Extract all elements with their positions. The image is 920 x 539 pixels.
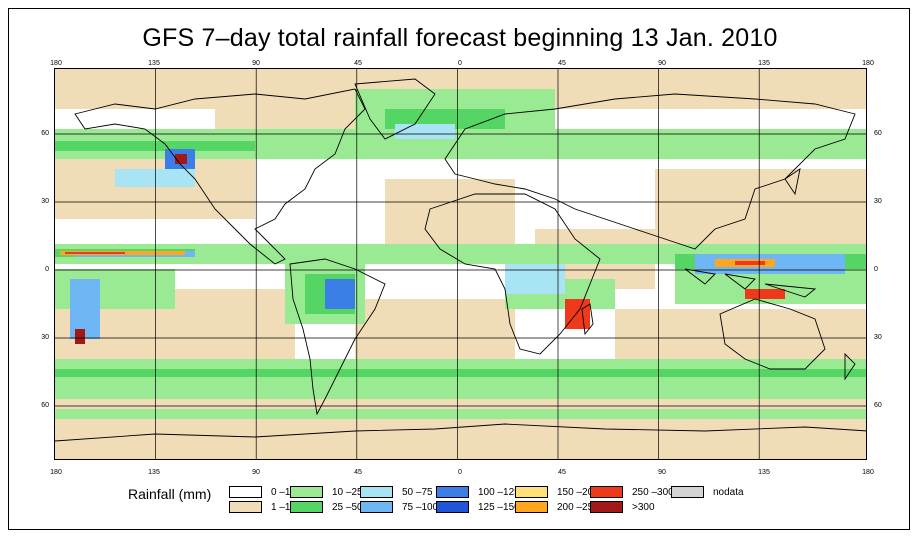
legend-item: 50 –75: [360, 485, 433, 499]
legend-swatch: [229, 501, 262, 513]
legend-item: 0 –1: [229, 485, 290, 499]
right-lat-label: 30: [874, 198, 882, 205]
legend-swatch: [590, 486, 623, 498]
bottom-lon-label: 135: [148, 469, 160, 476]
legend-label: >300: [632, 501, 655, 513]
bottom-lon-label: 0: [458, 469, 462, 476]
left-lat-label: 60: [41, 130, 49, 137]
right-lat-label: 60: [874, 402, 882, 409]
legend-swatch: [360, 501, 393, 513]
top-lon-label: 90: [658, 60, 666, 67]
legend-swatch: [229, 486, 262, 498]
legend-swatch: [360, 486, 393, 498]
top-lon-label: 180: [50, 60, 62, 67]
top-lon-label: 135: [148, 60, 160, 67]
legend-item: 250 –300: [590, 485, 674, 499]
legend-item: 125 –150: [436, 500, 520, 514]
bottom-lon-label: 45: [558, 469, 566, 476]
bottom-lon-label: 45: [354, 469, 362, 476]
right-lat-label: 0: [874, 266, 878, 273]
legend-swatch: [436, 501, 469, 513]
legend-label: 125 –150: [478, 501, 520, 513]
bottom-lon-label: 90: [252, 469, 260, 476]
right-lat-label: 30: [874, 334, 882, 341]
top-lon-label: 90: [252, 60, 260, 67]
top-lon-label: 45: [558, 60, 566, 67]
top-lon-label: 45: [354, 60, 362, 67]
top-lon-label: 0: [458, 60, 462, 67]
legend-swatch: [290, 486, 323, 498]
coastlines: [55, 78, 866, 442]
legend-item: >300: [590, 500, 655, 514]
legend-item: 75 –100: [360, 500, 438, 514]
legend-swatch: [590, 501, 623, 513]
left-lat-label: 0: [45, 266, 49, 273]
legend-label: 10 –25: [332, 486, 363, 498]
legend-label: nodata: [713, 486, 744, 498]
legend-item: 150 –200: [515, 485, 599, 499]
left-lat-label: 30: [41, 198, 49, 205]
top-lon-label: 180: [862, 60, 874, 67]
extreme-rain-areas: [60, 154, 785, 344]
figure-frame: [8, 8, 910, 530]
legend-item: 25 –50: [290, 500, 363, 514]
legend-label: 25 –50: [332, 501, 363, 513]
legend-label: 250 –300: [632, 486, 674, 498]
left-lat-label: 60: [41, 402, 49, 409]
legend-item: 100 –125: [436, 485, 520, 499]
right-lat-label: 60: [874, 130, 882, 137]
rainfall-map-svg: [55, 69, 866, 459]
rainfall-map: [54, 68, 867, 460]
graticule: [55, 69, 866, 459]
legend-item: nodata: [671, 485, 744, 499]
legend-label: 1 –10: [271, 501, 297, 513]
legend-swatch: [515, 501, 548, 513]
top-lon-label: 135: [758, 60, 770, 67]
legend-swatch: [515, 486, 548, 498]
map-title: GFS 7–day total rainfall forecast beginn…: [142, 24, 778, 52]
legend-item: 200 –250: [515, 500, 599, 514]
legend-title: Rainfall (mm): [128, 486, 212, 502]
left-lat-label: 30: [41, 334, 49, 341]
bottom-lon-label: 135: [758, 469, 770, 476]
legend-swatch: [671, 486, 704, 498]
legend-label: 100 –125: [478, 486, 520, 498]
legend-label: 0 –1: [271, 486, 291, 498]
legend-label: 150 –200: [557, 486, 599, 498]
legend-swatch: [436, 486, 469, 498]
legend-label: 200 –250: [557, 501, 599, 513]
legend-swatch: [290, 501, 323, 513]
bottom-lon-label: 180: [50, 469, 62, 476]
legend-item: 1 –10: [229, 500, 296, 514]
legend-label: 75 –100: [402, 501, 439, 513]
bottom-lon-label: 90: [658, 469, 666, 476]
legend-label: 50 –75: [402, 486, 433, 498]
bottom-lon-label: 180: [862, 469, 874, 476]
legend-item: 10 –25: [290, 485, 363, 499]
